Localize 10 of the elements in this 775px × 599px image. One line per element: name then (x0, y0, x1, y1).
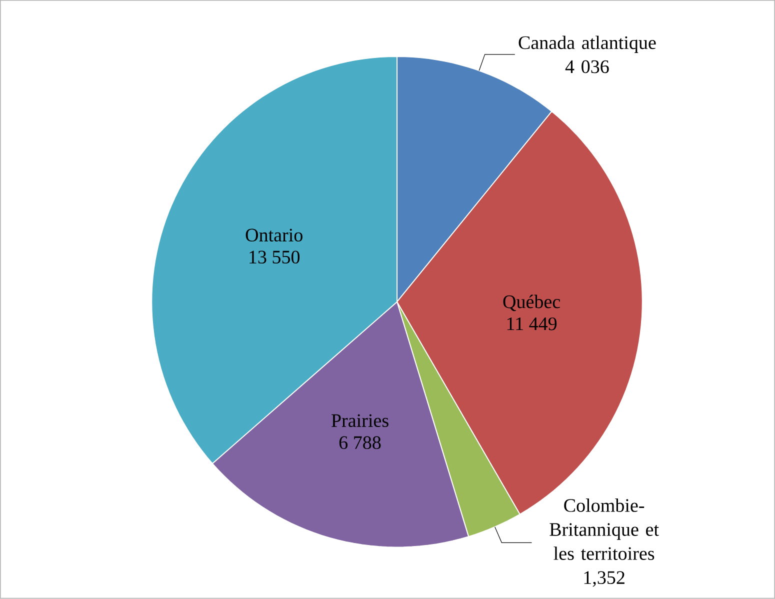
data-label: 13 550 (250, 250, 300, 264)
slice-label: Ontario (246, 228, 302, 242)
slice-label: Colombie-Britannique et les territoires (550, 498, 659, 560)
data-label: 6 788 (339, 436, 381, 450)
slice-label: Québec (503, 294, 560, 312)
slice-label: Prairies (331, 414, 388, 428)
data-label: 1,352 (584, 571, 624, 587)
slice-label: Canada atlantique (518, 36, 656, 54)
data-label: 4 036 (565, 60, 609, 74)
data-label: 11 449 (507, 318, 557, 330)
